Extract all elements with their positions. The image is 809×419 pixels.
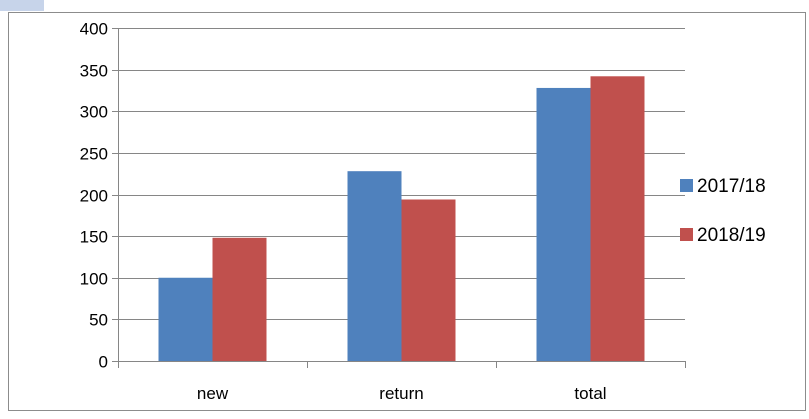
y-tick-label: 50 bbox=[89, 311, 108, 330]
y-tick-label: 0 bbox=[99, 353, 108, 372]
bar-2017-18-total bbox=[536, 87, 591, 361]
corner-accent bbox=[0, 0, 44, 11]
y-tick-label: 100 bbox=[80, 270, 108, 289]
bar-2018-19-return bbox=[401, 199, 456, 361]
legend-swatch bbox=[680, 228, 693, 241]
bars bbox=[158, 76, 645, 361]
bar-2017-18-return bbox=[347, 171, 402, 361]
bar-2018-19-total bbox=[590, 76, 645, 361]
y-axis-tick-labels: 0 50 100 150 200 250 300 350 400 bbox=[80, 20, 108, 372]
y-tick-label: 300 bbox=[80, 103, 108, 122]
y-tick-label: 400 bbox=[80, 20, 108, 39]
bar-2017-18-new bbox=[158, 277, 213, 361]
legend-swatch bbox=[680, 179, 693, 192]
y-tick-label: 200 bbox=[80, 187, 108, 206]
legend-label: 2017/18 bbox=[697, 176, 766, 197]
x-axis-tick-labels: new return total bbox=[197, 384, 607, 403]
y-tick-label: 150 bbox=[80, 228, 108, 247]
axes bbox=[118, 28, 686, 368]
x-tick-label: new bbox=[197, 384, 229, 403]
bar-2018-19-new bbox=[212, 237, 267, 361]
y-tick-label: 250 bbox=[80, 145, 108, 164]
legend: 2017/18 2018/19 bbox=[680, 176, 766, 246]
x-tick-label: return bbox=[379, 384, 423, 403]
x-tick-label: total bbox=[574, 384, 606, 403]
y-tick-label: 350 bbox=[80, 62, 108, 81]
legend-label: 2018/19 bbox=[697, 225, 766, 246]
